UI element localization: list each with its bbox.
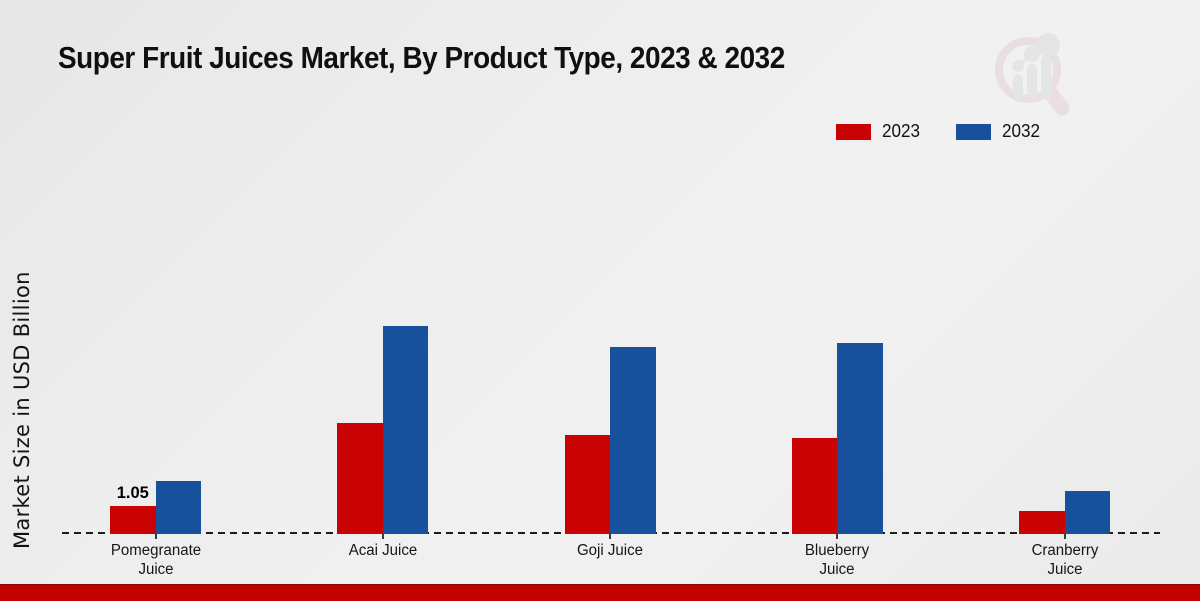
- category-tick-pomegranate-juice: [154, 534, 157, 539]
- bar-2023-goji-juice: [564, 435, 611, 534]
- category-tick-goji-juice: [609, 534, 612, 539]
- bar-2032-pomegranate-juice: [155, 480, 201, 534]
- legend: 2023 2032: [836, 121, 1042, 142]
- category-label-cranberry-juice: Cranberry Juice: [1031, 542, 1099, 578]
- legend-label-2032: 2032: [1002, 121, 1041, 141]
- footer-accent-bar: [0, 584, 1200, 601]
- category-label-acai-juice: Acai Juice: [348, 542, 418, 559]
- legend-item-2023: 2023: [836, 121, 922, 142]
- bar-2032-cranberry-juice: [1064, 491, 1111, 534]
- category-tick-cranberry-juice: [1063, 534, 1066, 539]
- bar-2023-pomegranate-juice: [110, 505, 156, 534]
- magnifier-bar-chart-icon: [995, 33, 1070, 116]
- category-tick-acai-juice: [381, 534, 384, 539]
- bar-2023-acai-juice: [337, 423, 383, 534]
- bar-2023-blueberry-juice: [791, 437, 838, 534]
- bar-2032-blueberry-juice: [837, 343, 883, 534]
- bar-2032-acai-juice: [382, 325, 429, 534]
- legend-swatch-2032: [956, 123, 992, 140]
- bar-2023-cranberry-juice: [1019, 511, 1065, 534]
- category-label-blueberry-juice: Blueberry Juice: [805, 542, 870, 578]
- bar-value-label: 1.05: [116, 483, 149, 502]
- legend-swatch-2023: [836, 123, 871, 140]
- chart-title: Super Fruit Juices Market, By Product Ty…: [58, 40, 785, 75]
- category-tick-blueberry-juice: [836, 534, 839, 539]
- category-label-goji-juice: Goji Juice: [577, 542, 644, 559]
- legend-item-2032: 2032: [956, 121, 1042, 142]
- brand-logo: [988, 24, 1080, 120]
- legend-label-2023: 2023: [882, 121, 921, 141]
- bar-2032-goji-juice: [610, 347, 656, 534]
- category-label-pomegranate-juice: Pomegranate Juice: [110, 542, 201, 578]
